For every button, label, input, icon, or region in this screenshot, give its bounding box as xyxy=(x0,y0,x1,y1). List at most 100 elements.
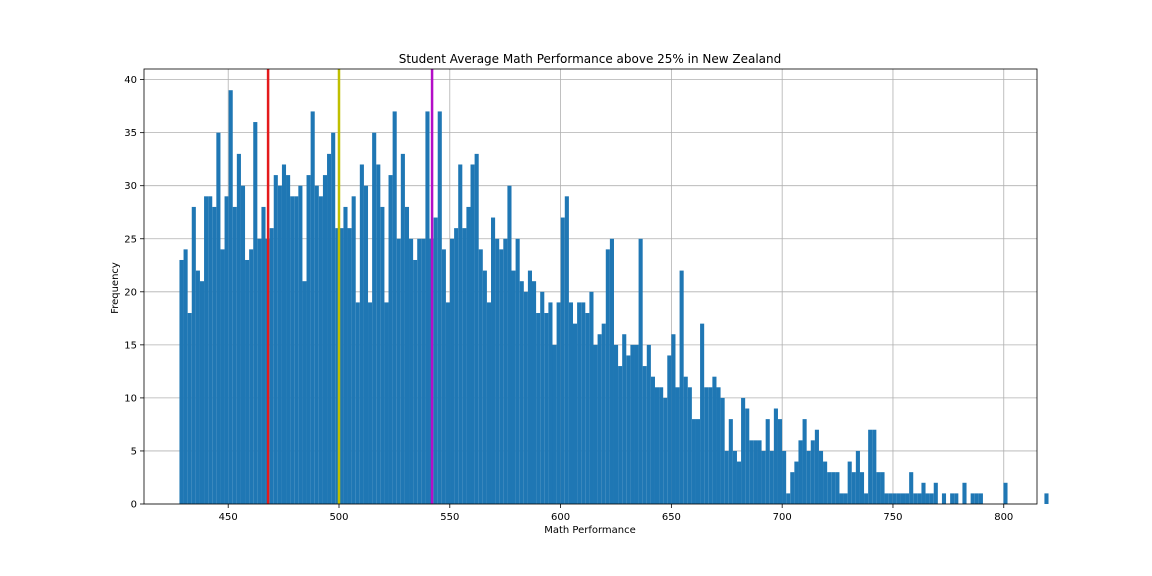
histogram-bar xyxy=(486,302,492,504)
histogram-bar xyxy=(728,419,733,504)
histogram-bar xyxy=(823,461,828,504)
histogram-bar xyxy=(704,387,709,504)
x-tick-label: 500 xyxy=(329,512,348,523)
histogram-bar xyxy=(954,493,959,504)
y-tick-label: 10 xyxy=(124,393,137,404)
histogram-bar xyxy=(499,249,504,504)
histogram-bar xyxy=(277,185,282,504)
histogram-bar xyxy=(786,493,791,504)
histogram-bar xyxy=(589,291,594,504)
x-tick-label: 650 xyxy=(662,512,681,523)
histogram-bar xyxy=(978,493,983,504)
plot-frame xyxy=(143,68,1038,505)
histogram-bar xyxy=(540,291,545,504)
histogram-bar xyxy=(232,206,237,505)
histogram-bar xyxy=(806,450,811,504)
histogram-bar xyxy=(769,450,774,504)
histogram-bar xyxy=(298,185,303,504)
histogram-bar xyxy=(310,111,315,504)
histogram-bar xyxy=(810,440,815,504)
histogram-bar xyxy=(511,270,516,504)
x-tick-label: 550 xyxy=(440,512,459,523)
histogram-bar xyxy=(950,493,955,504)
histogram-bar xyxy=(335,228,340,504)
histogram-bar xyxy=(572,323,578,504)
histogram-bar xyxy=(482,270,487,504)
histogram-bar xyxy=(712,376,717,504)
histogram-bar xyxy=(228,90,233,504)
histogram-bar xyxy=(630,344,635,504)
histogram-bar xyxy=(425,111,430,504)
histogram-bar xyxy=(552,344,557,504)
histogram-bar xyxy=(921,482,926,504)
histogram-bar xyxy=(909,472,914,504)
histogram-bar xyxy=(814,429,819,504)
histogram-bar xyxy=(687,387,692,504)
y-tick-label: 15 xyxy=(124,340,137,351)
histogram-bar xyxy=(388,175,393,504)
histogram-bar xyxy=(236,153,241,504)
histogram-bar xyxy=(548,302,553,504)
histogram-bar xyxy=(294,196,299,504)
histogram-bar xyxy=(249,249,254,504)
histogram-bar xyxy=(245,259,250,504)
histogram-bar xyxy=(581,302,586,504)
histogram-bar xyxy=(941,493,947,504)
histogram-bar xyxy=(392,111,397,504)
histogram-bar xyxy=(339,228,344,504)
histogram-bar xyxy=(216,132,221,504)
histogram-bar xyxy=(892,493,897,504)
histogram-bar xyxy=(626,355,631,504)
histogram-bar xyxy=(400,153,405,504)
histogram-bar xyxy=(749,440,754,504)
histogram-bar xyxy=(724,450,729,504)
histogram-bar xyxy=(462,228,467,504)
histogram-bar xyxy=(675,387,680,504)
histogram-bar xyxy=(359,164,364,505)
histogram-bar xyxy=(839,493,844,504)
histogram-bar xyxy=(671,334,676,504)
histogram-bar xyxy=(831,472,836,504)
histogram-bar xyxy=(478,249,483,504)
histogram-bar xyxy=(798,440,803,504)
histogram-bar xyxy=(331,132,336,504)
histogram-bar xyxy=(404,206,410,505)
histogram-bar xyxy=(888,493,893,504)
histogram-bar xyxy=(876,472,881,504)
x-tick-label: 750 xyxy=(883,512,902,523)
histogram-bar xyxy=(962,482,967,504)
histogram-bar xyxy=(314,185,319,504)
histogram-bar xyxy=(527,270,533,504)
y-tick-label: 5 xyxy=(131,446,137,457)
histogram-bar xyxy=(777,419,783,504)
histogram-bar xyxy=(757,440,762,504)
histogram-bar xyxy=(782,450,787,504)
histogram-bar xyxy=(507,185,512,504)
x-tick-label: 450 xyxy=(219,512,238,523)
histogram-bar xyxy=(659,387,664,504)
histogram-bar xyxy=(609,238,614,504)
histogram-bar xyxy=(650,376,655,504)
histogram-bar xyxy=(564,196,569,504)
histogram-bar xyxy=(318,196,323,504)
x-tick-label: 700 xyxy=(773,512,792,523)
histogram-bar xyxy=(458,164,463,505)
histogram-bar xyxy=(618,366,623,504)
histogram-bar xyxy=(261,206,266,505)
histogram-bar xyxy=(827,472,832,504)
histogram-bar xyxy=(363,185,369,504)
histogram-bar xyxy=(753,440,758,504)
histogram-bar xyxy=(208,196,213,504)
histogram-bar xyxy=(974,493,979,504)
histogram-bar xyxy=(1003,482,1008,504)
histogram-bar xyxy=(290,196,295,504)
histogram-bar xyxy=(437,111,442,504)
histogram-bar xyxy=(868,429,873,504)
histogram-bar xyxy=(736,461,742,504)
histogram-bar xyxy=(880,472,885,504)
histogram-bar xyxy=(560,217,565,504)
histogram-bar xyxy=(622,334,627,504)
histogram-bar xyxy=(409,238,414,504)
histogram-bar xyxy=(568,302,573,504)
histogram-bar xyxy=(917,493,922,504)
